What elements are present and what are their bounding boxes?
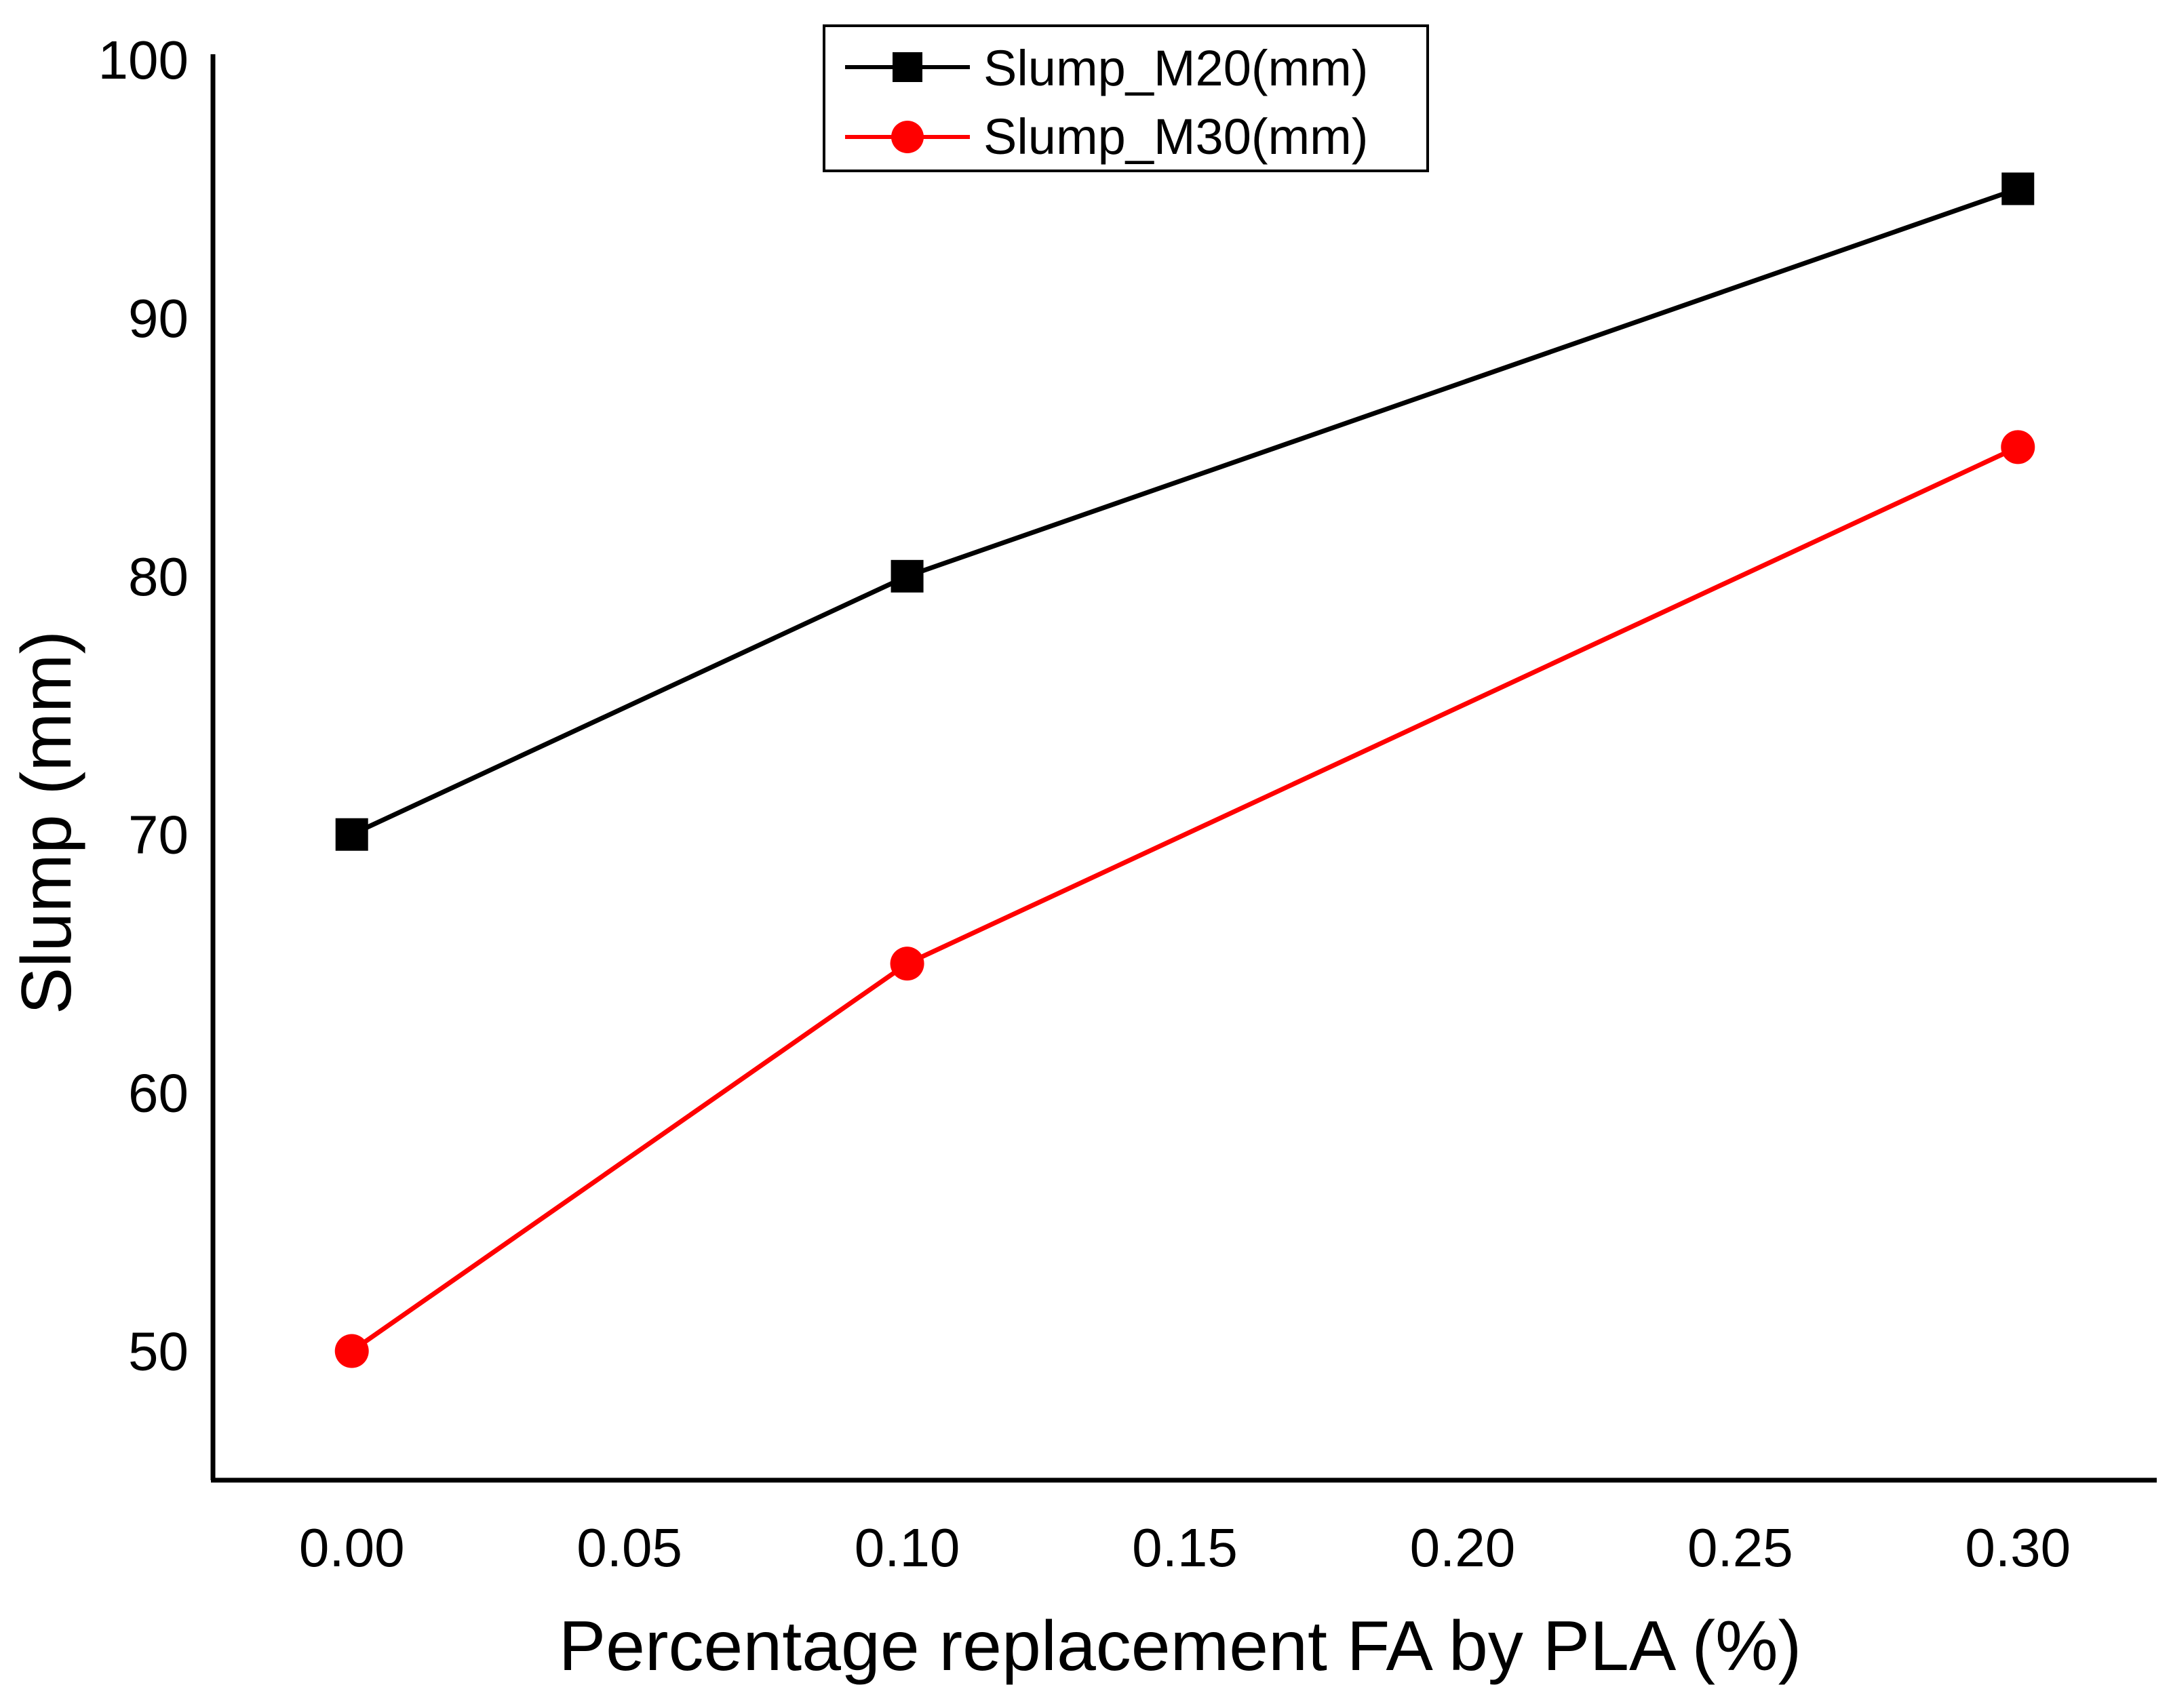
- legend-label-m20: Slump_M20(mm): [983, 40, 1368, 96]
- legend-marker-m30: [891, 121, 924, 153]
- legend-marker-m20: [893, 52, 922, 82]
- x-axis-title: Percentage replacement FA by PLA (%): [559, 1607, 1802, 1686]
- data-point-slump-m20-mm: [891, 559, 924, 593]
- data-point-slump-m30-mm: [890, 947, 924, 981]
- series-line-slump-m20-mm: [351, 186, 2019, 837]
- legend-entry-m30: Slump_M30(mm): [845, 108, 1368, 165]
- y-tick-label: 90: [128, 288, 189, 349]
- y-tick-label: 80: [128, 547, 189, 607]
- x-tick-label: 0.20: [1410, 1517, 1516, 1578]
- legend-box: [823, 24, 1429, 172]
- x-tick-label: 0.25: [1687, 1517, 1793, 1578]
- axes: [210, 54, 2157, 1483]
- x-tick-label: 0.00: [299, 1517, 405, 1578]
- series-line-slump-m30-mm: [350, 445, 2019, 1353]
- y-tick-label: 100: [98, 30, 189, 90]
- y-tick-label: 70: [128, 805, 189, 865]
- legend-label-m30: Slump_M30(mm): [983, 108, 1368, 165]
- legend: Slump_M20(mm) Slump_M30(mm): [823, 24, 1429, 172]
- x-tick-label: 0.15: [1132, 1517, 1238, 1578]
- y-tick-label: 60: [128, 1063, 189, 1124]
- data-point-slump-m20-mm: [2001, 172, 2035, 205]
- x-tick-label: 0.05: [576, 1517, 682, 1578]
- series-layer: [334, 172, 2035, 1368]
- series-slump-m20-mm: [335, 172, 2035, 851]
- data-point-slump-m30-mm: [334, 1334, 369, 1368]
- y-axis-title: Slump (mm): [7, 631, 86, 1014]
- x-tick-label: 0.10: [855, 1517, 960, 1578]
- series-slump-m30-mm: [334, 430, 2035, 1368]
- x-axis-ticks: 0.00 0.05 0.10 0.15 0.20 0.25 0.30: [299, 1517, 2071, 1578]
- legend-entry-m20: Slump_M20(mm): [845, 40, 1368, 96]
- y-tick-label: 50: [128, 1322, 189, 1382]
- data-point-slump-m20-mm: [335, 818, 368, 851]
- x-tick-label: 0.30: [1965, 1517, 2071, 1578]
- data-point-slump-m30-mm: [2001, 430, 2035, 464]
- y-axis-ticks: 50 60 70 80 90 100: [98, 30, 189, 1382]
